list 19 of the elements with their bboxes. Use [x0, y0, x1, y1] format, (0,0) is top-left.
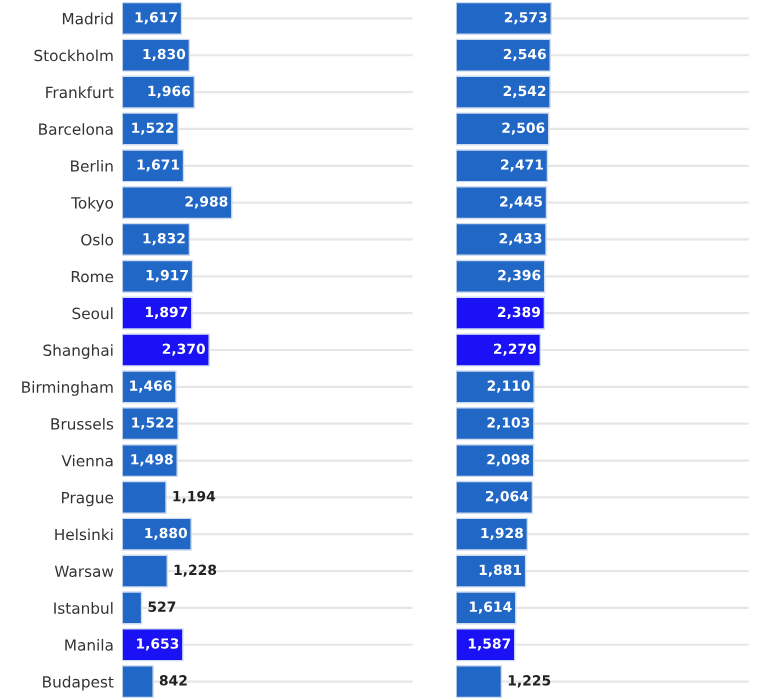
bar — [456, 149, 549, 183]
bar — [456, 443, 535, 478]
bar — [456, 480, 534, 514]
bar — [456, 222, 547, 257]
bar — [122, 149, 185, 183]
bar — [456, 517, 529, 551]
bar — [456, 665, 503, 699]
bar — [122, 480, 167, 514]
bar — [122, 186, 233, 220]
bar — [122, 665, 154, 699]
bar — [456, 38, 551, 72]
bar — [456, 1, 552, 35]
bar — [456, 186, 548, 220]
bar — [122, 38, 191, 72]
bar — [122, 517, 192, 551]
bar — [122, 259, 194, 293]
bar — [122, 222, 191, 257]
bar — [456, 407, 535, 441]
bar — [456, 259, 546, 293]
